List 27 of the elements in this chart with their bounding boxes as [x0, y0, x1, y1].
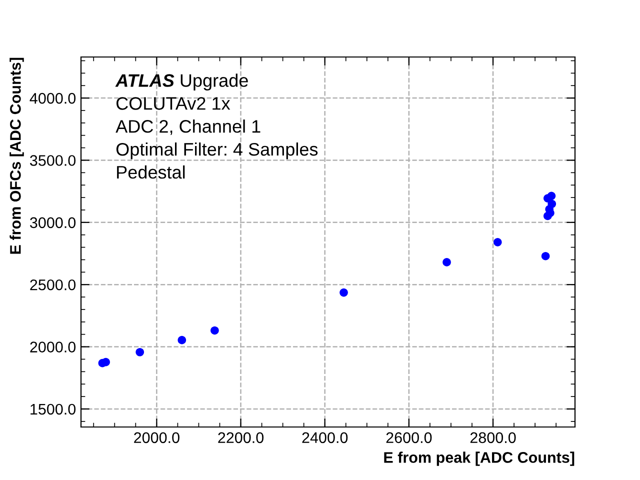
point [210, 326, 219, 335]
y-axis-title: E from OFCs [ADC Counts] [10, 58, 24, 254]
x-axis-title: E from peak [ADC Counts] [384, 452, 574, 466]
annotation: ATLAS Upgrade [115, 74, 248, 90]
y-tick-label: 3000.0 [30, 217, 76, 228]
y-tick-label: 1500.0 [30, 404, 76, 415]
point [548, 200, 556, 208]
annotation: COLUTAv2 1x [116, 97, 230, 110]
annotation: Optimal Filter: 4 Samples [116, 142, 318, 160]
x-tick-label: 2600.0 [386, 432, 432, 444]
point [136, 348, 144, 356]
point [547, 192, 556, 200]
point [541, 252, 550, 260]
annotation: Pedestal [117, 165, 185, 179]
x-tick-label: 2400.0 [302, 432, 348, 444]
x-tick-label: 2000.0 [134, 432, 180, 444]
y-tick-label: 3500.0 [30, 155, 76, 166]
point [340, 288, 348, 297]
point [442, 258, 451, 266]
y-tick-label: 2000.0 [30, 342, 76, 352]
y-tick-label: 2500.0 [30, 279, 76, 290]
y-tick-label: 4000.0 [30, 92, 76, 104]
annotation: ADC 2, Channel 1 [116, 120, 260, 135]
point [493, 238, 502, 246]
x-tick-label: 2800.0 [470, 432, 516, 444]
point [178, 336, 186, 344]
x-tick-label: 2200.0 [218, 432, 264, 444]
